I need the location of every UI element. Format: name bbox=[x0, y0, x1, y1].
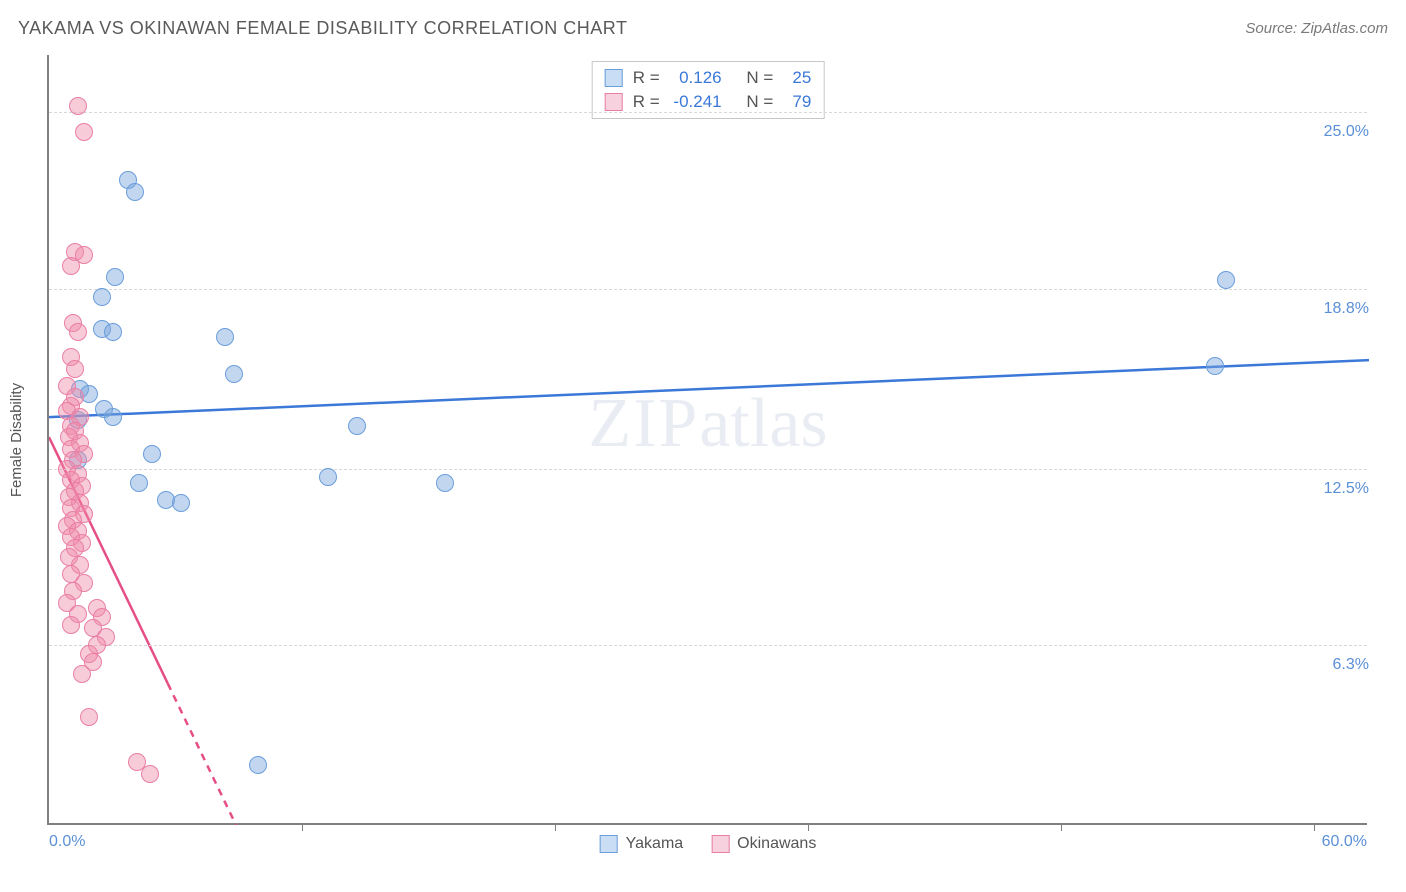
bottom-legend: Yakama Okinawans bbox=[600, 835, 817, 853]
scatter-point-yakama bbox=[249, 756, 267, 774]
scatter-point-okinawans bbox=[66, 360, 84, 378]
scatter-point-okinawans bbox=[69, 323, 87, 341]
legend-swatch-yakama-icon bbox=[600, 835, 618, 853]
scatter-point-okinawans bbox=[141, 765, 159, 783]
r-value-yakama: 0.126 bbox=[670, 66, 722, 90]
stats-row-okinawans: R = -0.241 N = 79 bbox=[605, 90, 812, 114]
scatter-point-yakama bbox=[172, 494, 190, 512]
scatter-point-yakama bbox=[225, 365, 243, 383]
gridline-h bbox=[49, 645, 1367, 646]
scatter-point-okinawans bbox=[62, 616, 80, 634]
swatch-yakama-icon bbox=[605, 69, 623, 87]
scatter-point-yakama bbox=[1206, 357, 1224, 375]
legend-item-okinawans: Okinawans bbox=[711, 835, 816, 853]
y-axis-tick-label: 18.8% bbox=[1318, 300, 1369, 318]
x-axis-tick bbox=[302, 823, 303, 831]
x-axis-tick bbox=[555, 823, 556, 831]
stats-row-yakama: R = 0.126 N = 25 bbox=[605, 66, 812, 90]
stats-legend-box: R = 0.126 N = 25 R = -0.241 N = 79 bbox=[592, 61, 825, 119]
n-label-okinawans: N = bbox=[746, 90, 773, 114]
scatter-point-yakama bbox=[216, 328, 234, 346]
scatter-point-yakama bbox=[104, 323, 122, 341]
r-label-okinawans: R = bbox=[633, 90, 660, 114]
r-value-okinawans: -0.241 bbox=[670, 90, 722, 114]
legend-label-okinawans: Okinawans bbox=[737, 835, 816, 853]
trendline-yakama bbox=[49, 360, 1369, 417]
n-label-yakama: N = bbox=[746, 66, 773, 90]
legend-item-yakama: Yakama bbox=[600, 835, 684, 853]
swatch-okinawans-icon bbox=[605, 93, 623, 111]
y-axis-tick-label: 6.3% bbox=[1327, 656, 1369, 674]
scatter-point-okinawans bbox=[69, 97, 87, 115]
y-axis-tick-label: 12.5% bbox=[1318, 480, 1369, 498]
x-axis-tick bbox=[1314, 823, 1315, 831]
gridline-h bbox=[49, 289, 1367, 290]
scatter-point-yakama bbox=[1217, 271, 1235, 289]
watermark-zip: ZIP bbox=[588, 385, 699, 462]
scatter-point-yakama bbox=[104, 408, 122, 426]
n-value-yakama: 25 bbox=[783, 66, 811, 90]
scatter-point-okinawans bbox=[73, 665, 91, 683]
legend-swatch-okinawans-icon bbox=[711, 835, 729, 853]
legend-label-yakama: Yakama bbox=[626, 835, 684, 853]
scatter-point-yakama bbox=[143, 445, 161, 463]
scatter-plot-area: ZIPatlas R = 0.126 N = 25 R = -0.241 N =… bbox=[47, 55, 1367, 825]
scatter-point-yakama bbox=[348, 417, 366, 435]
x-axis-max-label: 60.0% bbox=[1322, 833, 1367, 851]
n-value-okinawans: 79 bbox=[783, 90, 811, 114]
x-axis-tick bbox=[1061, 823, 1062, 831]
watermark-atlas: atlas bbox=[699, 385, 827, 462]
trend-lines bbox=[49, 55, 1369, 825]
y-axis-tick-label: 25.0% bbox=[1318, 123, 1369, 141]
scatter-point-yakama bbox=[319, 468, 337, 486]
r-label-yakama: R = bbox=[633, 66, 660, 90]
y-axis-title: Female Disability bbox=[8, 383, 25, 497]
chart-header: YAKAMA VS OKINAWAN FEMALE DISABILITY COR… bbox=[18, 18, 1388, 39]
scatter-point-yakama bbox=[130, 474, 148, 492]
gridline-h bbox=[49, 469, 1367, 470]
scatter-point-yakama bbox=[106, 268, 124, 286]
x-axis-min-label: 0.0% bbox=[49, 833, 85, 851]
source-prefix: Source: bbox=[1245, 20, 1301, 37]
watermark: ZIPatlas bbox=[588, 384, 827, 464]
scatter-point-okinawans bbox=[80, 708, 98, 726]
trendline-okinawans-dashed bbox=[168, 684, 236, 825]
scatter-point-yakama bbox=[93, 288, 111, 306]
scatter-point-okinawans bbox=[75, 123, 93, 141]
source-attribution: Source: ZipAtlas.com bbox=[1245, 20, 1388, 37]
chart-title: YAKAMA VS OKINAWAN FEMALE DISABILITY COR… bbox=[18, 18, 627, 39]
source-name: ZipAtlas.com bbox=[1301, 20, 1388, 37]
scatter-point-yakama bbox=[436, 474, 454, 492]
scatter-point-okinawans bbox=[62, 257, 80, 275]
scatter-point-yakama bbox=[126, 183, 144, 201]
x-axis-tick bbox=[808, 823, 809, 831]
gridline-h bbox=[49, 112, 1367, 113]
